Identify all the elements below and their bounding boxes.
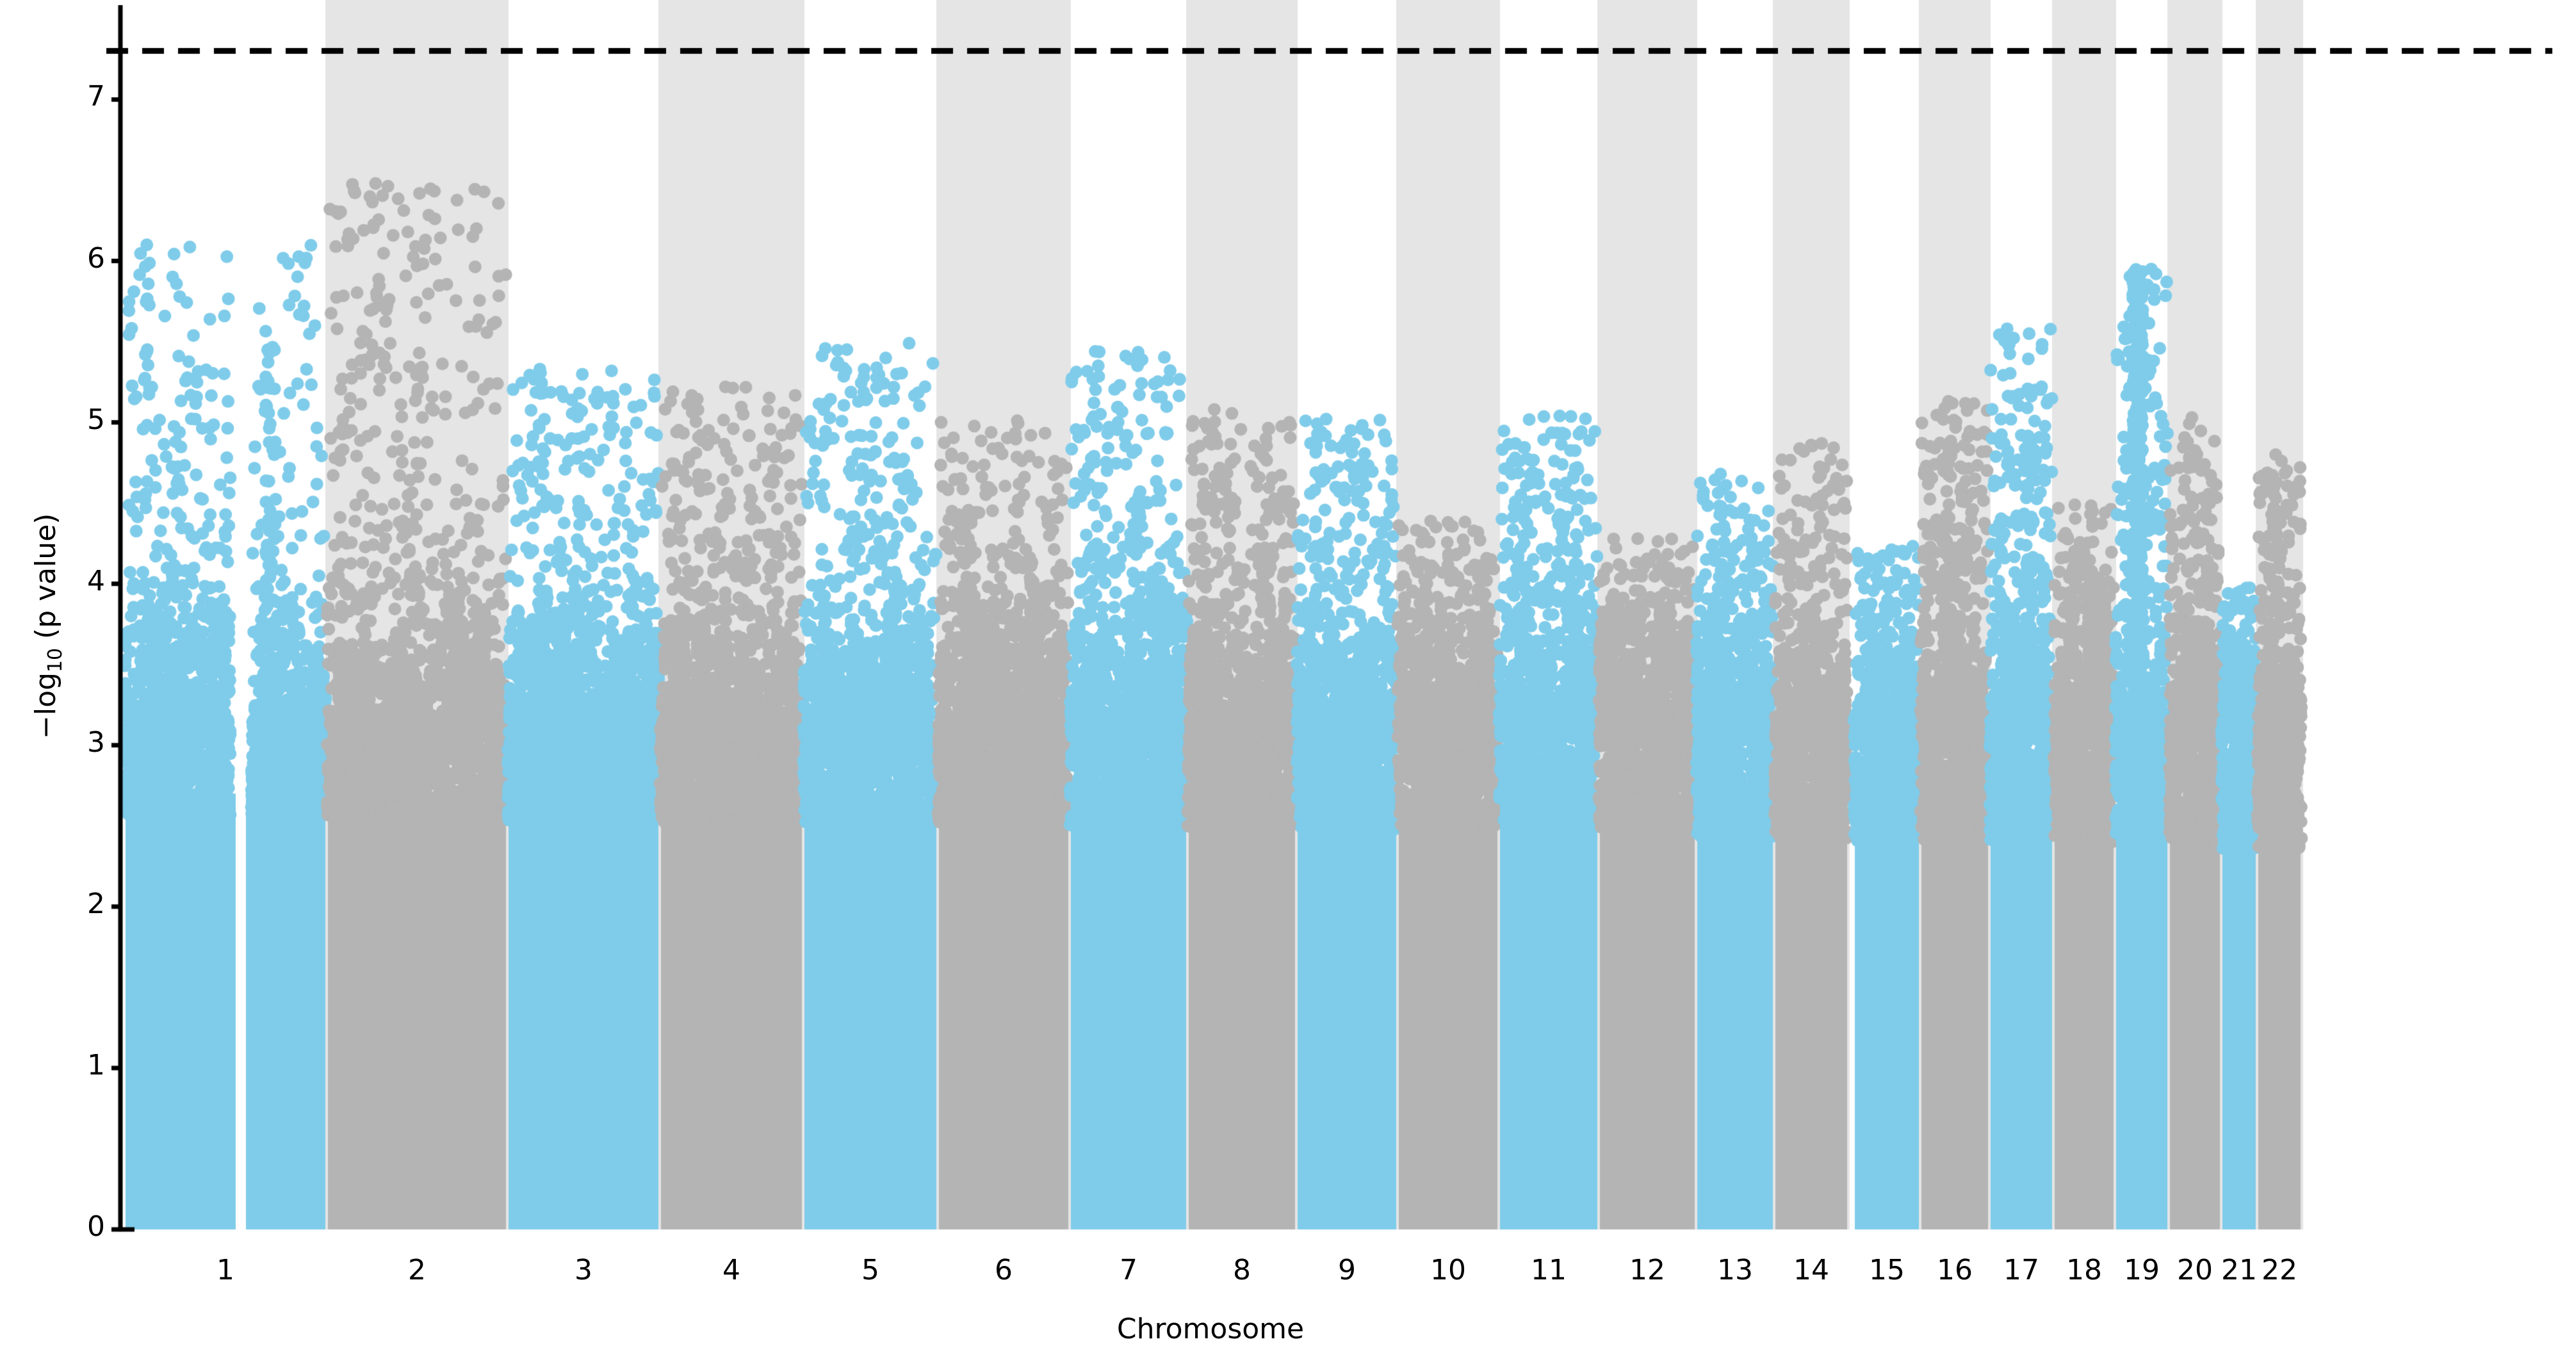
x-tick-label-chr2: 2 <box>408 1254 426 1286</box>
y-tick-label-4: 4 <box>87 564 105 597</box>
x-tick-label-chr9: 9 <box>1338 1254 1356 1286</box>
x-tick-label-chr5: 5 <box>861 1254 879 1286</box>
y-tick-label-5: 5 <box>87 403 105 436</box>
x-tick-label-chr22: 22 <box>2262 1254 2297 1286</box>
x-tick-label-chr19: 19 <box>2124 1254 2160 1286</box>
x-tick-label-chr21: 21 <box>2221 1254 2257 1286</box>
y-tick-label-3: 3 <box>87 726 105 759</box>
x-tick-label-chr8: 8 <box>1233 1254 1251 1286</box>
y-tick-label-1: 1 <box>87 1048 105 1082</box>
y-tick-label-7: 7 <box>87 80 105 113</box>
x-tick-label-chr20: 20 <box>2177 1254 2213 1286</box>
x-tick-label-chr12: 12 <box>1629 1254 1665 1286</box>
x-tick-label-chr11: 11 <box>1531 1254 1567 1286</box>
x-tick-label-chr3: 3 <box>575 1254 592 1286</box>
y-tick-label-6: 6 <box>87 241 105 275</box>
x-tick-label-chr18: 18 <box>2066 1254 2102 1286</box>
x-tick-label-chr10: 10 <box>1430 1254 1466 1286</box>
x-tick-label-chr15: 15 <box>1869 1254 1905 1286</box>
x-tick-label-chr13: 13 <box>1717 1254 1753 1286</box>
y-tick-label-0: 0 <box>87 1210 105 1243</box>
x-tick-label-chr17: 17 <box>2003 1254 2039 1286</box>
x-tick-label-chr16: 16 <box>1937 1254 1973 1286</box>
x-tick-label-chr1: 1 <box>216 1254 234 1286</box>
x-tick-label-chr6: 6 <box>995 1254 1013 1286</box>
x-tick-label-chr4: 4 <box>722 1254 740 1286</box>
y-tick-label-2: 2 <box>87 887 105 920</box>
x-tick-label-chr14: 14 <box>1793 1254 1829 1286</box>
x-tick-label-chr7: 7 <box>1120 1254 1137 1286</box>
